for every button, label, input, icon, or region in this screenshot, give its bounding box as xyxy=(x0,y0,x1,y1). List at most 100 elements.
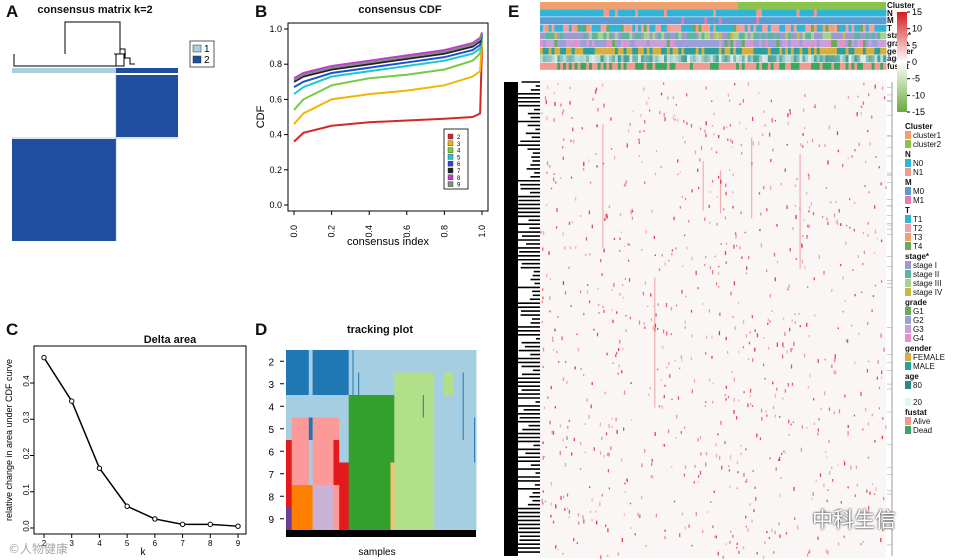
anno-cell xyxy=(580,62,584,70)
heat-speck xyxy=(786,143,788,146)
heat-speck xyxy=(654,254,656,257)
anno-cell xyxy=(612,32,616,40)
heat-speck xyxy=(728,99,731,102)
heat-speck xyxy=(549,165,551,168)
heat-speck xyxy=(648,393,650,396)
anno-cell xyxy=(638,47,642,55)
heat-speck xyxy=(808,175,810,180)
anno-cell xyxy=(839,32,844,40)
heat-speck xyxy=(643,448,646,453)
anno-cell xyxy=(828,17,832,25)
heat-speck xyxy=(547,396,549,400)
anno-cell xyxy=(828,9,832,17)
heat-speck xyxy=(718,286,720,288)
heat-speck xyxy=(599,502,601,507)
anno-cell xyxy=(617,62,622,70)
heat-stripe-5 xyxy=(799,153,801,270)
anno-cell xyxy=(851,9,855,17)
heat-speck xyxy=(651,458,653,463)
heat-speck xyxy=(697,438,699,442)
anno-cell xyxy=(565,40,570,47)
anno-cell xyxy=(799,32,803,40)
heat-speck xyxy=(747,358,750,361)
track-seg-r8-5 xyxy=(348,485,391,508)
anno-cell xyxy=(860,32,864,40)
anno-cell xyxy=(782,9,786,17)
anno-cell xyxy=(790,17,795,25)
anno-cell xyxy=(860,9,864,17)
heat-speck xyxy=(595,87,598,91)
heat-speck xyxy=(712,525,714,529)
cdf-legend-swatch-2 xyxy=(447,133,454,140)
heat-speck xyxy=(708,309,711,313)
heat-speck xyxy=(791,348,794,350)
heat-speck xyxy=(591,518,593,522)
heat-speck xyxy=(601,436,603,440)
anno-cell xyxy=(713,9,717,17)
legend-item-label: stage II xyxy=(913,270,940,279)
track-seg-r9-3 xyxy=(333,507,340,531)
heat-speck xyxy=(629,122,631,126)
anno-cell xyxy=(883,40,887,47)
anno-cell xyxy=(707,40,711,47)
anno-cell xyxy=(883,55,887,63)
anno-cell xyxy=(591,24,596,32)
anno-cell xyxy=(710,47,714,55)
cluster-bar-2 xyxy=(116,68,178,73)
heat-speck xyxy=(705,401,707,404)
heat-speck xyxy=(605,524,607,528)
heat-speck xyxy=(645,544,647,547)
anno-cell xyxy=(880,62,884,70)
anno-cell xyxy=(802,24,806,32)
legend-item: MALE xyxy=(905,362,955,371)
heat-speck xyxy=(630,382,632,385)
anno-cell xyxy=(640,40,645,47)
anno-cell xyxy=(666,55,671,63)
track-seg-r9-8 xyxy=(434,507,477,531)
heat-speck xyxy=(573,538,575,542)
anno-cell xyxy=(568,47,573,55)
anno-cell xyxy=(718,62,723,70)
heat-speck xyxy=(593,328,595,331)
anno-cell xyxy=(802,40,806,47)
heat-speck xyxy=(555,504,557,509)
heat-speck xyxy=(568,509,571,514)
heat-speck xyxy=(653,236,656,239)
anno-cell xyxy=(591,32,596,40)
anno-cell xyxy=(701,24,705,32)
track-seg-r5-6 xyxy=(394,417,435,441)
legend-swatch xyxy=(905,242,911,250)
heat-speck xyxy=(694,464,696,468)
anno-cell xyxy=(877,55,881,63)
heat-speck xyxy=(589,486,591,489)
heat-speck xyxy=(790,423,792,426)
anno-cell xyxy=(540,40,544,47)
heat-speck xyxy=(664,384,666,387)
anno-cell xyxy=(764,55,769,63)
anno-cell xyxy=(854,24,858,32)
anno-cell xyxy=(574,9,578,17)
heat-speck xyxy=(587,284,589,286)
heat-speck xyxy=(840,264,842,267)
heat-speck xyxy=(811,138,814,143)
anno-cell xyxy=(678,55,682,63)
heat-speck xyxy=(867,129,869,133)
heat-speck xyxy=(806,322,808,327)
anno-cell xyxy=(715,55,720,63)
heat-speck xyxy=(862,101,865,105)
track-seg-r7-2 xyxy=(308,462,314,486)
heat-speck xyxy=(738,550,740,554)
anno-cell xyxy=(617,17,622,25)
anno-cell xyxy=(672,32,676,40)
anno-cell xyxy=(733,17,737,25)
anno-cell xyxy=(632,32,636,40)
heat-speck xyxy=(752,470,754,472)
heat-speck xyxy=(658,268,661,271)
anno-cell xyxy=(845,55,849,63)
heat-speck xyxy=(645,230,647,234)
anno-cell xyxy=(681,32,685,40)
cb-tick-label: 15 xyxy=(912,8,922,17)
heat-speck xyxy=(748,341,751,345)
heat-speck xyxy=(584,451,587,454)
heat-speck xyxy=(684,234,686,237)
